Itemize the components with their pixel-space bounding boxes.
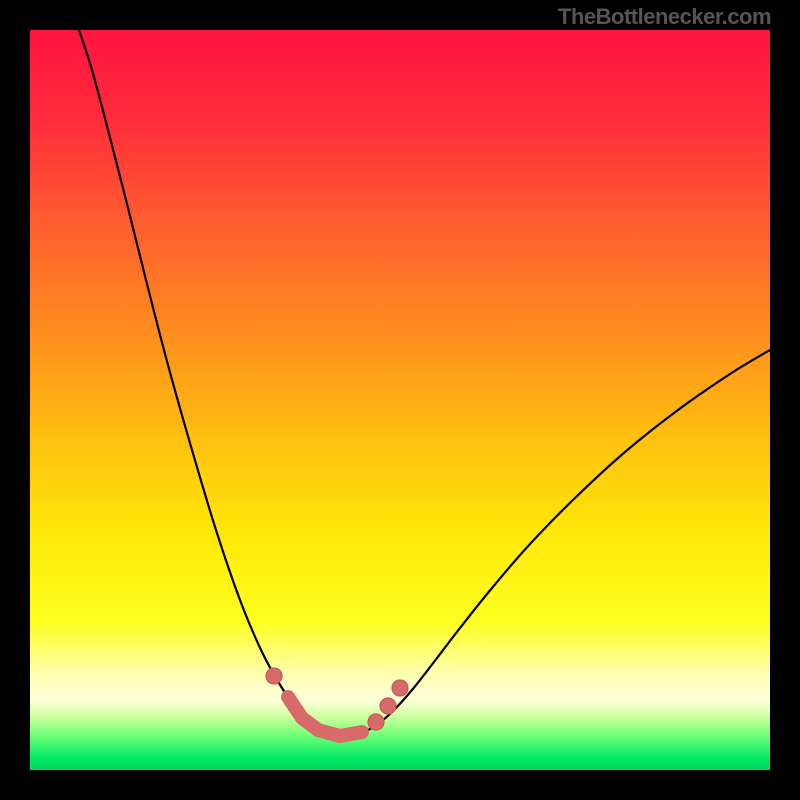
marker-segment <box>340 732 362 736</box>
watermark-text: TheBottlenecker.com <box>558 4 771 30</box>
marker-dot <box>392 680 408 696</box>
marker-dot <box>266 668 282 684</box>
bottleneck-chart <box>0 0 800 800</box>
marker-dot <box>380 698 396 714</box>
gradient-background <box>30 30 770 770</box>
marker-dot <box>368 714 384 730</box>
